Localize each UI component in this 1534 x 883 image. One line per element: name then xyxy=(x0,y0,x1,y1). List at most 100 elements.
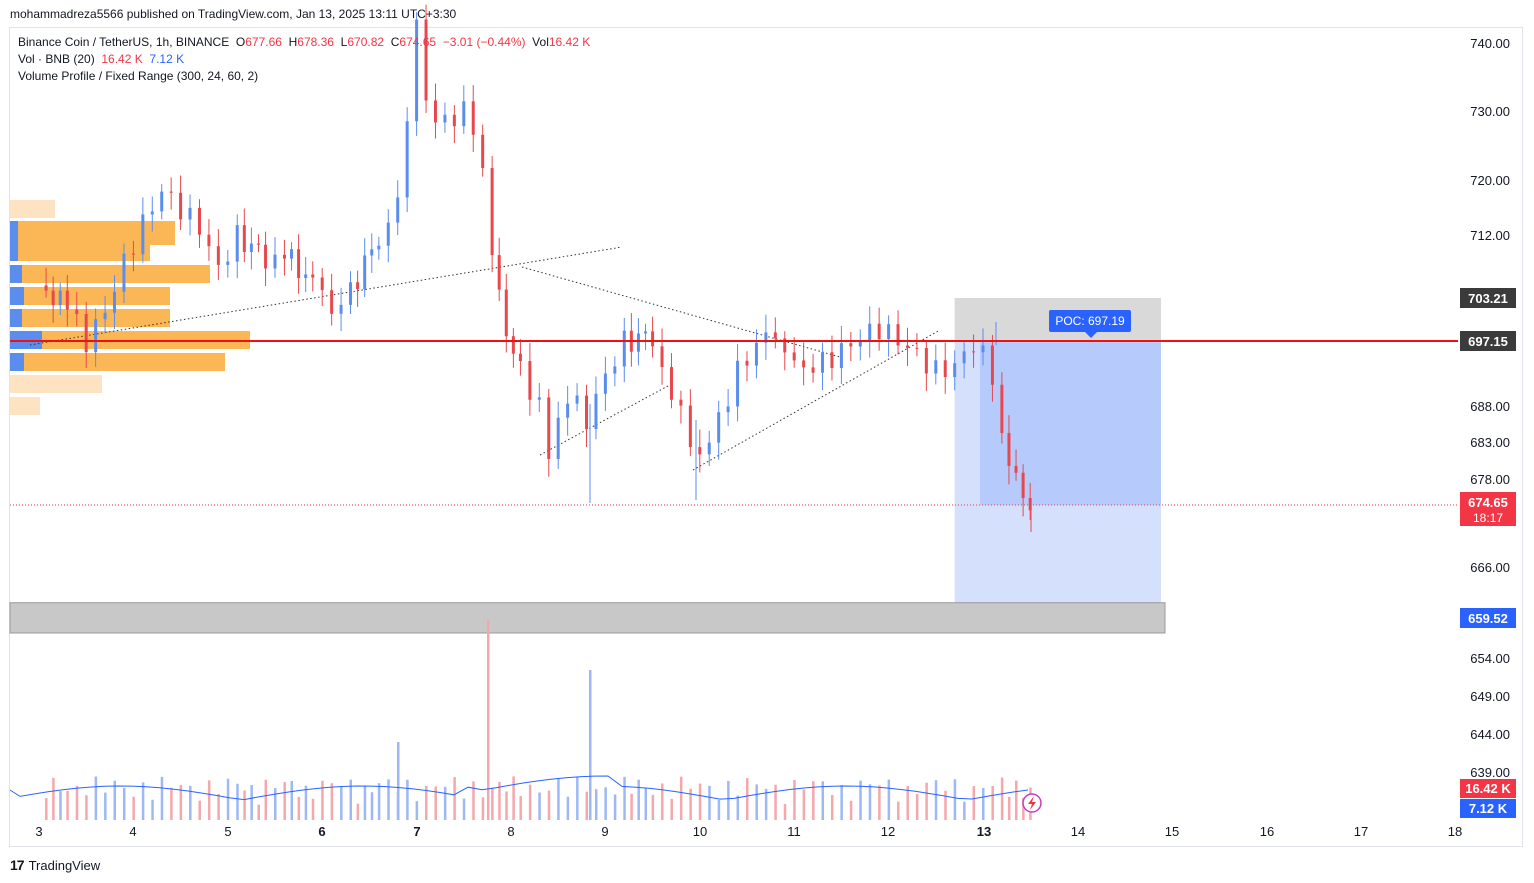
volume-bar xyxy=(406,779,409,820)
poc-label: POC: 697.19 xyxy=(1055,314,1125,328)
candle-body xyxy=(44,285,48,291)
price-tag-label: 659.52 xyxy=(1468,611,1508,626)
legend-high: 678.36 xyxy=(297,35,334,49)
volume-bar xyxy=(906,785,909,820)
volume-profile-down-bar xyxy=(10,243,18,261)
volume-bar xyxy=(283,782,286,820)
candle-body xyxy=(471,101,475,135)
x-axis-label: 9 xyxy=(601,824,608,839)
candle-body xyxy=(235,225,239,262)
candle-body xyxy=(698,447,702,455)
chart-legend: Binance Coin / TetherUS, 1h, BINANCE O67… xyxy=(18,34,590,85)
volume-bar xyxy=(812,781,815,820)
volume-profile-down-bar xyxy=(10,353,24,371)
candle-body xyxy=(754,342,758,366)
candle-body xyxy=(660,346,664,368)
range-box-filled xyxy=(980,341,1161,505)
volume-bar xyxy=(1000,777,1004,820)
candle-body xyxy=(644,331,648,334)
candle-body xyxy=(679,399,683,406)
candle-body xyxy=(370,249,374,256)
legend-open: 677.66 xyxy=(245,35,282,49)
volume-bar xyxy=(330,783,334,820)
volume-bar xyxy=(151,799,154,820)
volume-bar xyxy=(764,788,768,820)
y-axis-label: 649.00 xyxy=(1470,689,1510,704)
volume-bar xyxy=(859,780,862,820)
volume-bar xyxy=(304,785,308,820)
volume-bar xyxy=(66,790,69,820)
volume-profile-bar xyxy=(10,243,150,261)
candle-body xyxy=(356,282,360,290)
volume-bar xyxy=(122,787,126,820)
candle-body xyxy=(169,191,173,193)
volume-bar xyxy=(1007,796,1011,820)
volume-bar xyxy=(387,779,390,820)
volume-bar xyxy=(512,776,515,820)
candle-body xyxy=(528,361,532,400)
y-axis-label: 644.00 xyxy=(1470,727,1510,742)
volume-bar xyxy=(45,798,48,820)
y-axis-label: 683.00 xyxy=(1470,435,1510,450)
candle-body xyxy=(972,351,976,353)
volume-bar xyxy=(897,801,900,820)
support-zone xyxy=(9,602,1166,634)
x-axis-label: 10 xyxy=(693,824,707,839)
volume-bar xyxy=(802,789,806,820)
candle-body xyxy=(858,341,862,347)
legend-close: 674.65 xyxy=(399,35,437,49)
candle-body xyxy=(84,314,88,353)
volume-bar xyxy=(783,804,787,820)
volume-bar xyxy=(746,778,749,820)
candle-body xyxy=(547,397,551,459)
candle-body xyxy=(65,290,69,310)
candle-body xyxy=(773,332,777,339)
volume-bar xyxy=(644,788,648,820)
legend-volume-profile: Volume Profile / Fixed Range (300, 24, 6… xyxy=(18,69,259,83)
volume-bar xyxy=(689,788,692,820)
volume-bar xyxy=(198,800,201,820)
candle-body xyxy=(764,332,768,343)
candle-body xyxy=(160,191,164,212)
poc-label-pointer xyxy=(1085,332,1097,338)
candle-body xyxy=(226,261,230,265)
y-axis-label: 720.00 xyxy=(1470,173,1510,188)
volume-bar xyxy=(481,797,485,820)
candle-body xyxy=(556,417,560,459)
candle-body xyxy=(745,360,749,366)
volume-bar xyxy=(1022,797,1025,820)
volume-bar xyxy=(594,789,598,820)
volume-tag xyxy=(1460,799,1516,818)
candle-body xyxy=(396,197,400,223)
candle-body xyxy=(877,323,881,340)
legend-low: 670.82 xyxy=(347,35,385,49)
candle-body xyxy=(462,101,466,127)
candle-body xyxy=(481,134,485,168)
candle-body xyxy=(297,249,301,279)
candle-body xyxy=(311,274,315,278)
legend-main-row: Binance Coin / TetherUS, 1h, BINANCE O67… xyxy=(18,34,590,51)
legend-volume-row: Vol · BNB (20) 16.42 K 7.12 K xyxy=(18,51,590,68)
volume-bar xyxy=(160,776,164,820)
volume-bar xyxy=(236,783,239,820)
volume-bar xyxy=(505,791,508,820)
candle-body xyxy=(320,277,324,291)
legend-high-label: H xyxy=(288,35,298,49)
tradingview-logo[interactable]: 17 TradingView xyxy=(10,857,100,873)
volume-profile-bar xyxy=(10,287,170,305)
volume-bar xyxy=(538,792,541,820)
candle-body xyxy=(783,338,787,353)
candle-body xyxy=(51,290,55,306)
candle-body xyxy=(1021,472,1025,499)
volume-bar xyxy=(321,780,324,820)
candle-body xyxy=(415,19,419,122)
candle-body xyxy=(594,393,598,430)
candle-body xyxy=(504,289,508,337)
y-axis-label: 678.00 xyxy=(1470,472,1510,487)
volume-bar xyxy=(868,784,872,820)
candle-body xyxy=(1028,498,1032,511)
volume-bar xyxy=(264,779,268,820)
volume-bar xyxy=(132,796,135,820)
volume-tag xyxy=(1460,779,1516,798)
